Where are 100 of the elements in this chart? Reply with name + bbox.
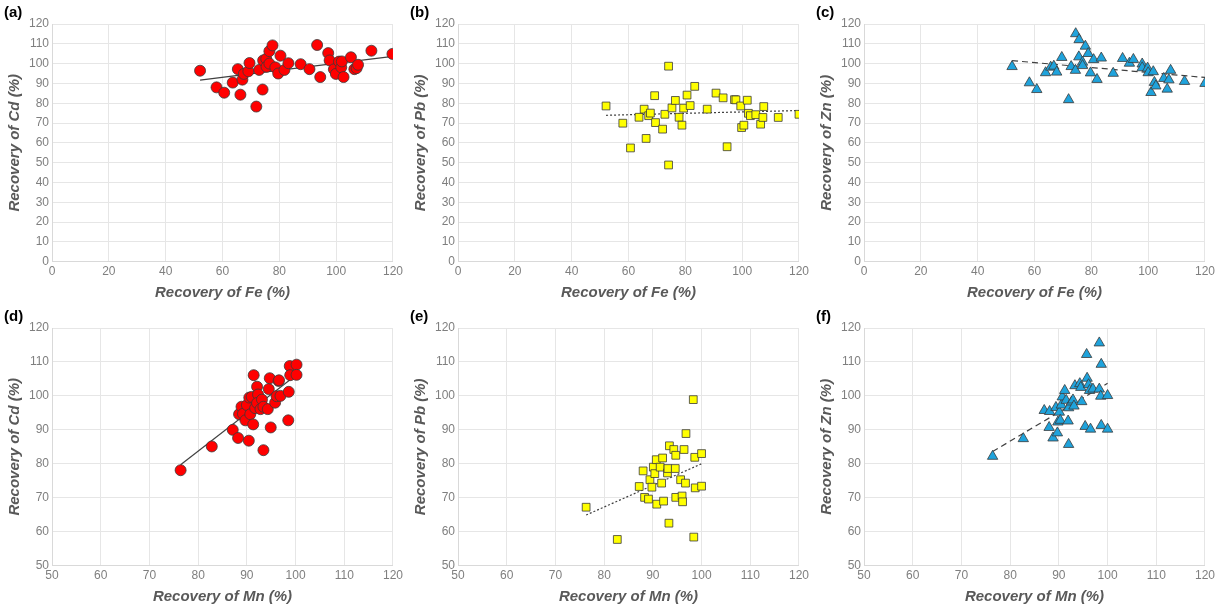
y-axis-title: Recovery of Cd (%) [5,378,23,516]
y-tick-label: 50 [35,154,50,169]
x-tick-label: 70 [954,568,969,583]
y-tick-label: 90 [847,75,862,90]
x-tick-label: 100 [732,264,753,279]
x-tick-label: 60 [215,264,230,279]
y-tick-label: 90 [35,422,50,437]
y-tick-label: 70 [35,490,50,505]
x-axis-title: Recovery of Mn (%) [964,587,1105,605]
y-tick-label: 80 [847,95,862,110]
x-tick-label: 80 [678,264,693,279]
y-tick-label: 80 [441,95,456,110]
x-tick-label: 100 [285,568,306,583]
x-axis-title: Recovery of Fe (%) [966,283,1103,301]
y-tick-label: 60 [847,523,862,538]
x-tick-label: 90 [646,568,660,583]
chart-title: (c) [816,3,835,21]
chart-title: (e) [410,307,429,325]
x-tick-label: 80 [597,568,612,583]
y-tick-label: 0 [854,253,862,268]
y-tick-label: 10 [35,234,50,249]
x-tick-label: 60 [1027,264,1042,279]
x-tick-label: 40 [971,264,985,279]
x-tick-label: 60 [906,568,920,583]
y-tick-label: 120 [840,16,862,31]
x-tick-label: 70 [548,568,563,583]
x-tick-label: 120 [1194,568,1216,583]
y-tick-label: 60 [35,135,50,150]
x-tick-label: 100 [326,264,347,279]
y-tick-label: 30 [441,194,456,209]
x-axis-title: Recovery of Fe (%) [560,283,697,301]
y-tick-label: 100 [434,388,456,403]
x-tick-label: 80 [1084,264,1099,279]
y-tick-label: 110 [29,36,50,51]
y-tick-label: 120 [840,320,862,335]
y-tick-label: 10 [847,234,862,249]
x-tick-label: 60 [621,264,636,279]
y-tick-label: 110 [841,354,862,369]
chart-title: (d) [4,307,24,325]
x-tick-label: 110 [740,568,761,583]
y-tick-label: 90 [441,75,456,90]
y-tick-label: 40 [35,174,50,189]
y-tick-label: 100 [28,55,50,70]
x-tick-label: 120 [788,568,810,583]
x-tick-label: 40 [159,264,173,279]
x-tick-label: 70 [142,568,157,583]
x-tick-label: 120 [788,264,810,279]
x-axis-title: Recovery of Mn (%) [558,587,699,605]
y-tick-label: 110 [29,354,50,369]
y-tick-label: 70 [441,115,456,130]
y-tick-label: 110 [435,354,456,369]
x-tick-label: 80 [272,264,287,279]
x-tick-label: 20 [102,264,116,279]
x-tick-label: 80 [1003,568,1018,583]
y-axis-title: Recovery of Zn (%) [817,74,835,211]
y-tick-label: 20 [35,214,50,229]
x-tick-label: 90 [240,568,254,583]
y-tick-label: 60 [441,523,456,538]
y-tick-label: 110 [841,36,862,51]
y-tick-label: 10 [441,234,456,249]
y-tick-label: 120 [28,16,50,31]
y-tick-label: 110 [435,36,456,51]
y-tick-label: 40 [441,174,456,189]
x-tick-label: 60 [500,568,514,583]
chart-title: (f) [816,307,831,325]
y-tick-label: 100 [434,55,456,70]
y-tick-label: 70 [441,490,456,505]
y-tick-label: 80 [35,95,50,110]
y-tick-label: 70 [847,490,862,505]
y-tick-label: 100 [840,55,862,70]
y-tick-label: 120 [28,320,50,335]
x-tick-label: 110 [334,568,355,583]
y-tick-label: 0 [42,253,50,268]
y-tick-label: 80 [35,456,50,471]
y-tick-label: 80 [441,456,456,471]
y-tick-label: 60 [847,135,862,150]
y-tick-label: 0 [448,253,456,268]
x-tick-label: 80 [191,568,206,583]
x-tick-label: 60 [94,568,108,583]
x-tick-label: 20 [508,264,522,279]
y-tick-label: 20 [441,214,456,229]
chart-title: (a) [4,3,23,21]
y-tick-label: 90 [35,75,50,90]
y-tick-label: 70 [847,115,862,130]
x-tick-label: 100 [691,568,712,583]
y-tick-label: 50 [847,154,862,169]
y-tick-label: 30 [847,194,862,209]
y-tick-label: 80 [847,456,862,471]
y-tick-label: 120 [434,320,456,335]
y-tick-label: 120 [434,16,456,31]
y-tick-label: 60 [35,523,50,538]
y-axis-title: Recovery of Zn (%) [817,378,835,515]
x-axis-title: Recovery of Mn (%) [152,587,293,605]
x-tick-label: 120 [1194,264,1216,279]
y-tick-label: 100 [28,388,50,403]
y-tick-label: 100 [840,388,862,403]
y-axis-title: Recovery of Pb (%) [411,74,429,212]
y-tick-label: 50 [441,154,456,169]
y-tick-label: 60 [441,135,456,150]
chart-title: (b) [410,3,430,21]
